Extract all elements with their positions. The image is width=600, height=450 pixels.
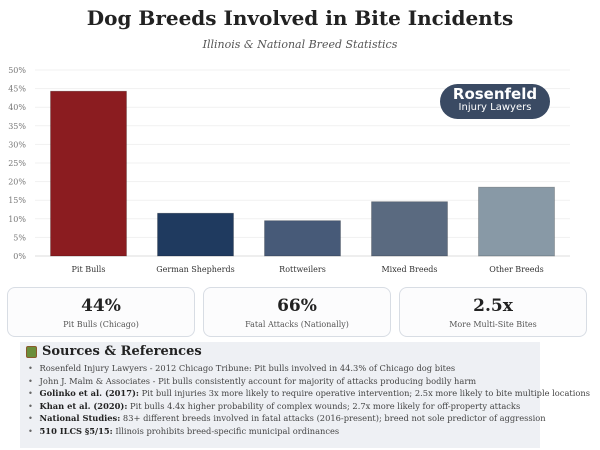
y-tick-label: 25% (8, 159, 26, 168)
source-item: Khan et al. (2020): Pit bulls 4.4x highe… (26, 400, 534, 413)
stat-label: Pit Bulls (Chicago) (63, 320, 139, 329)
source-text: 83+ different breeds involved in fatal a… (120, 413, 546, 424)
stat-card-multi-site: 2.5x More Multi-Site Bites (399, 287, 587, 337)
source-title: Golinko et al. (2017): (39, 388, 139, 399)
x-tick-label: Other Breeds (489, 265, 543, 274)
bar-pit-bulls (50, 90, 127, 257)
source-text: Pit bull injuries 3x more likely to requ… (138, 388, 590, 399)
x-tick-label: German Shepherds (156, 265, 234, 274)
stat-card-fatal-attacks: 66% Fatal Attacks (Nationally) (203, 287, 391, 337)
stat-value: 66% (277, 296, 317, 316)
chart-title: Dog Breeds Involved in Bite Incidents (86, 6, 514, 30)
sources-heading: Sources & References (42, 344, 202, 359)
y-tick-label: 5% (13, 233, 26, 242)
sources-list: Rosenfeld Injury Lawyers - 2012 Chicago … (26, 362, 590, 438)
y-tick-label: 40% (8, 103, 26, 112)
source-item: 510 ILCS §5/15: Illinois prohibits breed… (26, 425, 534, 438)
bar-mixed-breeds (371, 201, 448, 257)
y-tick-label: 15% (8, 196, 26, 205)
source-text: John J. Malm & Associates - Pit bulls co… (39, 375, 477, 386)
y-tick-label: 0% (13, 252, 26, 261)
source-title: National Studies: (39, 413, 121, 424)
logo-line1: Rosenfeld (452, 85, 538, 103)
logo-line2: Injury Lawyers (458, 102, 532, 113)
y-tick-label: 10% (8, 215, 26, 224)
source-title: Khan et al. (2020): (39, 400, 128, 411)
source-text: Pit bulls 4.4x higher probability of com… (127, 400, 521, 411)
source-text: Rosenfeld Injury Lawyers - 2012 Chicago … (39, 363, 456, 373)
bar-other-breeds (478, 186, 555, 257)
stat-card-pit-bulls: 44% Pit Bulls (Chicago) (7, 287, 195, 337)
y-tick-label: 20% (8, 178, 26, 187)
source-item: National Studies: 83+ different breeds i… (26, 412, 546, 425)
bar-chart: 0% 5% 10% 15% 20% 25% 30% 35% 40% 45% 50% Pit Bulls… (8, 66, 570, 274)
bar-german-shepherds (157, 212, 234, 257)
source-item: Golinko et al. (2017): Pit bull injuries… (26, 387, 590, 400)
y-tick-label: 35% (8, 122, 26, 131)
stat-value: 2.5x (473, 296, 513, 316)
sources-panel: Sources & References Rosenfeld Injury La… (20, 342, 590, 448)
bar-rottweilers (264, 220, 341, 257)
source-title: 510 ILCS §5/15: (39, 425, 113, 436)
y-tick-label: 30% (8, 140, 26, 149)
stat-label: More Multi-Site Bites (449, 320, 537, 329)
chart-subtitle: Illinois & National Breed Statistics (202, 38, 398, 51)
stat-label: Fatal Attacks (Nationally) (245, 320, 349, 329)
y-tick-label: 50% (8, 66, 26, 75)
stat-value: 44% (81, 296, 121, 316)
book-icon (26, 345, 37, 358)
source-text: Illinois prohibits breed-specific munici… (112, 425, 340, 436)
rosenfeld-logo: Rosenfeld Injury Lawyers (440, 84, 550, 119)
source-item: Rosenfeld Injury Lawyers - 2012 Chicago … (26, 362, 534, 375)
source-item: John J. Malm & Associates - Pit bulls co… (26, 375, 534, 388)
x-tick-label: Pit Bulls (72, 265, 106, 274)
y-tick-label: 45% (8, 85, 26, 94)
x-tick-label: Rottweilers (279, 265, 326, 274)
x-tick-label: Mixed Breeds (381, 265, 437, 274)
